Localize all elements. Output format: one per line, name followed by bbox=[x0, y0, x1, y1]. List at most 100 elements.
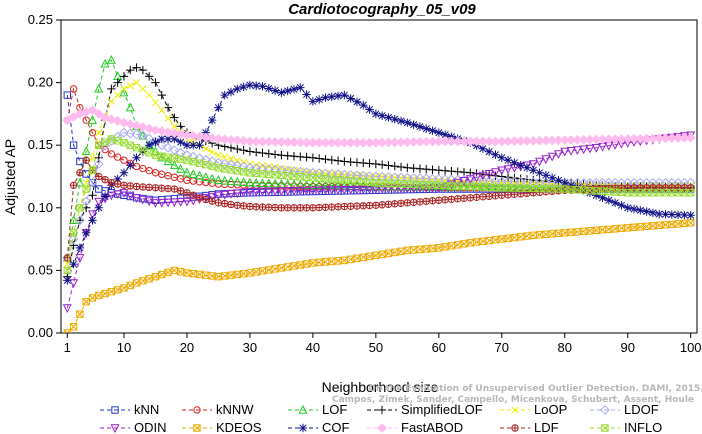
data-point-simplifiedlof bbox=[94, 153, 103, 162]
data-point-lof bbox=[270, 178, 280, 188]
legend-marker-cof bbox=[298, 423, 308, 433]
data-point-odin bbox=[157, 198, 167, 208]
data-point-ldof bbox=[163, 142, 173, 153]
data-point-inflo bbox=[290, 172, 298, 180]
y-tick-label: 0.10 bbox=[28, 200, 53, 215]
data-point-kdeos bbox=[630, 223, 638, 232]
data-point-simplifiedlof bbox=[415, 164, 425, 173]
data-point-ldf bbox=[334, 203, 342, 211]
data-point-ldf bbox=[403, 199, 412, 207]
data-point-ldf bbox=[202, 195, 210, 204]
data-point-cof bbox=[277, 88, 286, 97]
data-point-kdeos bbox=[586, 227, 594, 235]
data-point-loop bbox=[164, 114, 172, 122]
data-point-odin bbox=[320, 186, 330, 196]
data-point-knn bbox=[69, 141, 78, 149]
data-point-lof bbox=[239, 177, 249, 186]
data-point-lof bbox=[213, 175, 223, 184]
data-point-cof bbox=[598, 193, 607, 202]
data-point-ldof bbox=[370, 171, 381, 182]
data-point-fastabod bbox=[112, 116, 123, 126]
data-point-cof bbox=[541, 171, 551, 180]
data-point-cof bbox=[321, 93, 330, 102]
data-point-simplifiedlof bbox=[390, 162, 399, 171]
data-point-cof bbox=[132, 153, 141, 162]
data-point-odin bbox=[163, 198, 173, 208]
data-point-ldof bbox=[289, 166, 299, 177]
data-point-kdeos bbox=[365, 252, 374, 261]
series-fastabod bbox=[62, 105, 696, 148]
legend-label-ldf: LDF bbox=[534, 420, 559, 434]
legend-label-lof: LOF bbox=[322, 402, 347, 417]
data-point-cof bbox=[308, 97, 318, 106]
data-point-odin bbox=[132, 194, 142, 203]
data-point-ldf bbox=[176, 187, 185, 195]
data-point-simplifiedlof bbox=[88, 191, 97, 200]
series-inflo bbox=[63, 135, 695, 275]
data-point-odin bbox=[245, 187, 255, 197]
data-point-odin bbox=[490, 168, 501, 178]
data-point-odin bbox=[591, 144, 601, 153]
data-point-kdeos bbox=[617, 224, 626, 233]
data-point-kdeos bbox=[523, 232, 531, 240]
data-point-ldf bbox=[164, 184, 172, 193]
y-tick-label: 0.15 bbox=[28, 137, 53, 152]
data-point-fastabod bbox=[257, 136, 268, 147]
data-point-fastabod bbox=[289, 137, 299, 148]
data-point-kdeos bbox=[359, 253, 367, 262]
x-tick-label: 40 bbox=[306, 340, 320, 355]
data-point-simplifiedlof bbox=[396, 162, 406, 172]
data-point-loop bbox=[133, 79, 141, 87]
data-point-ldof bbox=[93, 159, 104, 169]
data-point-ldf bbox=[120, 181, 128, 189]
data-point-ldf bbox=[233, 201, 242, 209]
data-point-odin bbox=[75, 254, 85, 263]
data-point-simplifiedlof bbox=[289, 152, 299, 161]
data-point-odin bbox=[503, 165, 513, 175]
data-point-ldf bbox=[69, 181, 78, 189]
data-point-kdeos bbox=[661, 221, 670, 229]
data-point-cof bbox=[264, 84, 274, 93]
data-point-loop bbox=[252, 161, 260, 169]
data-point-lof bbox=[87, 115, 98, 124]
data-point-fastabod bbox=[106, 114, 117, 125]
data-point-odin bbox=[182, 197, 192, 207]
series-simplifiedlof bbox=[63, 63, 695, 281]
data-point-odin bbox=[409, 184, 419, 194]
data-point-ldf bbox=[221, 200, 229, 208]
data-point-simplifiedlof bbox=[302, 153, 311, 162]
data-point-cof bbox=[390, 114, 399, 124]
data-point-odin bbox=[308, 186, 318, 196]
data-point-ldf bbox=[447, 195, 456, 203]
data-point-lof bbox=[295, 179, 305, 189]
data-point-lof bbox=[308, 180, 318, 189]
data-point-loop bbox=[126, 82, 134, 90]
data-point-simplifiedlof bbox=[107, 84, 116, 94]
data-point-cof bbox=[182, 141, 192, 150]
data-point-ldf bbox=[391, 200, 399, 208]
data-point-cof bbox=[667, 210, 677, 219]
data-point-kdeos bbox=[529, 231, 537, 240]
data-point-ldof bbox=[471, 175, 482, 186]
data-point-cof bbox=[673, 210, 683, 220]
data-point-lof bbox=[232, 176, 242, 186]
data-point-knnw bbox=[88, 128, 97, 137]
data-point-ldof bbox=[125, 128, 136, 139]
data-point-odin bbox=[377, 185, 387, 194]
data-point-cof bbox=[415, 122, 425, 131]
data-point-simplifiedlof bbox=[176, 122, 185, 131]
legend-item-ldof: LDOF bbox=[590, 402, 659, 417]
data-point-knnw bbox=[107, 150, 116, 158]
legend-marker-lof bbox=[298, 404, 308, 414]
data-point-inflo bbox=[120, 138, 128, 147]
data-point-lof bbox=[94, 83, 104, 93]
data-point-cof bbox=[629, 204, 639, 214]
data-point-ldf bbox=[435, 196, 443, 204]
data-point-simplifiedlof bbox=[327, 155, 336, 165]
data-point-ldf bbox=[328, 203, 336, 211]
data-point-loop bbox=[95, 129, 103, 137]
data-point-inflo bbox=[202, 161, 210, 169]
data-point-odin bbox=[276, 187, 286, 196]
data-point-ldf bbox=[113, 180, 122, 188]
x-axis-label: Neighborhood size bbox=[322, 379, 439, 395]
